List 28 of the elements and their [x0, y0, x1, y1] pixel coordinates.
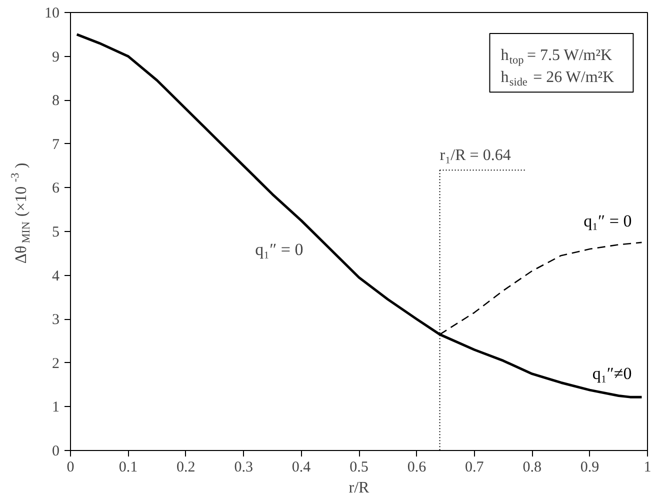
x-tick-label: 1	[644, 460, 652, 476]
y-tick-label: 6	[52, 180, 60, 197]
x-tick-label: 0.7	[465, 460, 484, 476]
x-axis-title: r/R	[348, 480, 370, 496]
y-tick-label: 8	[52, 93, 60, 110]
x-tick-label: 0.5	[350, 460, 368, 476]
annotation: q₁″ = 0	[255, 240, 304, 260]
series-label: q₁″ = 0	[584, 211, 632, 230]
y-tick-label: 7	[52, 136, 60, 153]
x-tick-label: 0.9	[580, 460, 600, 476]
x-tick-label: 0.8	[522, 460, 542, 476]
series-label: q₁″≠0	[592, 364, 632, 384]
y-tick-label: 10	[44, 6, 60, 22]
y-tick-label: 4	[52, 268, 60, 284]
x-tick-label: 0.4	[292, 460, 312, 476]
y-tick-label: 1	[52, 400, 60, 416]
y-axis-title: ΔθMIN (×10-3)	[9, 162, 32, 264]
x-tick-label: 0.1	[118, 460, 138, 476]
x-tick-label: 0	[66, 460, 74, 476]
ref-line-label: r₁/R = 0.64	[440, 147, 511, 164]
y-tick-label: 2	[52, 356, 60, 372]
y-tick-label: 3	[52, 312, 60, 328]
y-tick-label: 9	[52, 49, 60, 66]
x-tick-label: 0.2	[176, 460, 196, 476]
y-tick-label: 0	[52, 444, 60, 460]
x-tick-label: 0.6	[407, 460, 427, 476]
y-tick-label: 5	[52, 224, 60, 240]
x-tick-label: 0.3	[234, 460, 253, 476]
